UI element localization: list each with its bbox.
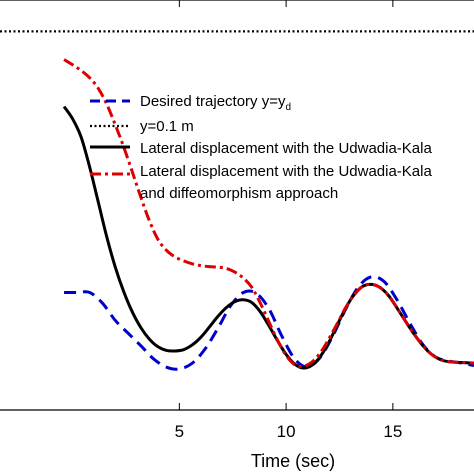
x-ticks: 5 10 15 xyxy=(175,0,402,441)
series-line-dashdot xyxy=(63,58,474,369)
legend-label-diffeo: Lateral displacement with the Udwadia-Ka… xyxy=(140,163,436,202)
series-layer xyxy=(0,30,474,371)
legend-label-limit: y=0.1 m xyxy=(140,118,194,135)
legend: Desired trajectory y=yd y=0.1 m Lateral … xyxy=(90,93,436,202)
legend-label-desired-main: Desired trajectory y=y xyxy=(140,93,286,110)
x-tick-label: 10 xyxy=(277,422,296,441)
x-axis-title: Time (sec) xyxy=(251,451,335,471)
x-tick-label: 5 xyxy=(175,422,184,441)
legend-label-udwadia: Lateral displacement with the Udwadia-Ka… xyxy=(140,140,432,157)
legend-label-diffeo-line2: and diffeomorphism approach xyxy=(140,185,338,202)
legend-label-desired-subscript: d xyxy=(285,102,291,113)
x-tick-label: 15 xyxy=(383,422,402,441)
axes-layer xyxy=(0,0,474,411)
legend-label-diffeo-line1: Lateral displacement with the Udwadia-Ka… xyxy=(140,163,432,180)
series-line-dashed xyxy=(64,275,474,371)
series-line-solid xyxy=(62,105,474,370)
legend-label-desired: Desired trajectory y=yd xyxy=(140,93,291,113)
